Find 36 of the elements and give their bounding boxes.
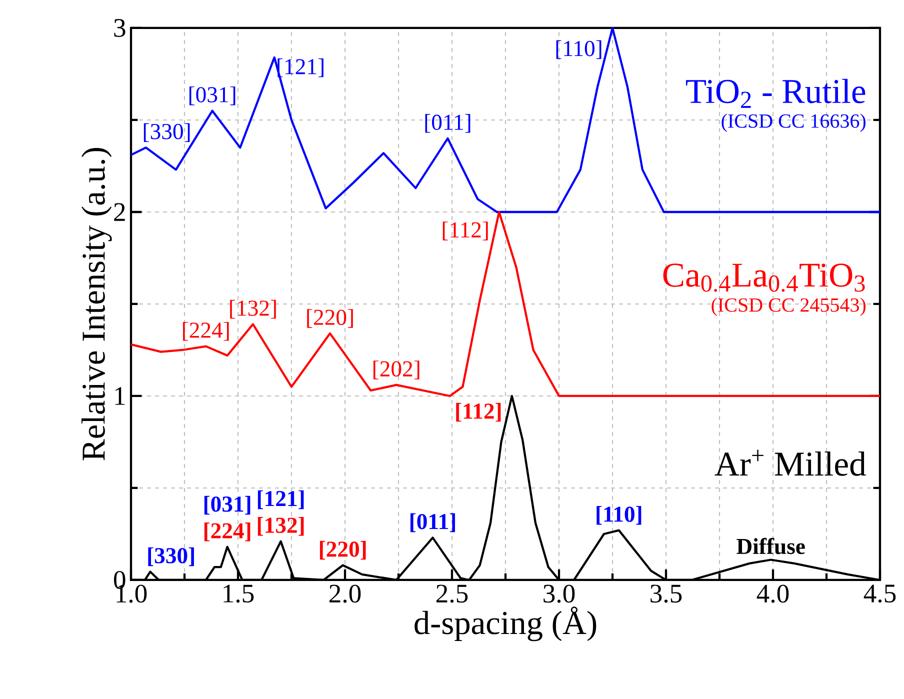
annotation: [220] xyxy=(307,309,353,328)
x-axis-title: d-spacing (Å) xyxy=(414,606,596,642)
annotation: [202] xyxy=(373,360,420,380)
x-tick-label: 4.0 xyxy=(756,584,789,603)
annotation: [224] xyxy=(204,522,250,542)
annotation: [112] xyxy=(442,222,488,240)
text: Ar$^{+}$ Milled xyxy=(714,450,866,476)
y-tick-label: 3 xyxy=(114,19,126,37)
x-tick-label: 4.5 xyxy=(864,584,896,603)
annotation: [132] xyxy=(258,516,304,536)
x-tick-label: 3.0 xyxy=(544,584,575,603)
annotation: [011] xyxy=(410,513,455,532)
text: Ca$_{0.4}$La$_{0.4}$TiO$_{3}$ xyxy=(663,264,865,292)
series-label: TiO$_{2}$ - Rutile xyxy=(686,78,866,108)
annotation: Diffuse xyxy=(736,538,805,554)
x-tick-label: 3.5 xyxy=(650,584,682,603)
annotation: [031] xyxy=(204,496,250,515)
annotation: [224] xyxy=(183,322,229,341)
y-tick-label: 2 xyxy=(114,203,125,221)
y-tick-label: 1 xyxy=(115,387,125,405)
annotation: [220] xyxy=(320,540,366,560)
x-tick-label: 1.5 xyxy=(224,584,254,603)
annotation: [031] xyxy=(189,86,236,106)
annotation: (ICSD CC 16636) xyxy=(722,114,866,132)
annotation: (ICSD CC 245543) xyxy=(712,298,866,316)
annotation: [011] xyxy=(425,114,470,133)
annotation: [121] xyxy=(258,490,304,510)
y-axis-title: Relative Intensity (a.u.) xyxy=(81,148,112,460)
annotation: [110] xyxy=(596,506,642,525)
annotation: [110] xyxy=(556,40,602,60)
annotation: [330] xyxy=(144,123,190,142)
x-tick-label: 2.0 xyxy=(330,584,361,603)
annotation: [132] xyxy=(230,300,276,319)
annotation: [112] xyxy=(456,402,501,422)
annotation: [330] xyxy=(148,547,194,566)
x-tick-label: 2.5 xyxy=(436,584,468,603)
